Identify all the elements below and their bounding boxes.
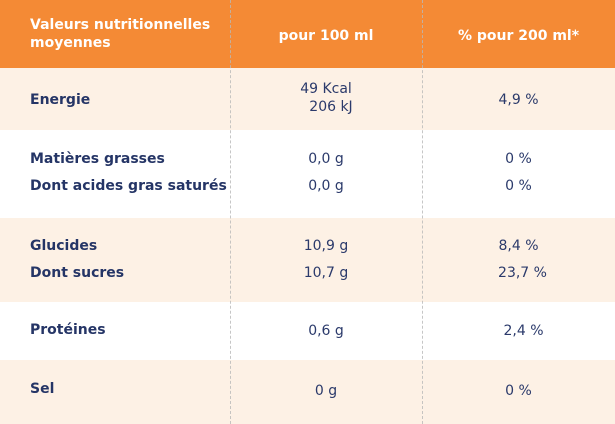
row-value: 10,7 g — [303, 265, 349, 281]
row-percent: 0 % — [505, 178, 532, 194]
energy-kcal: 49 Kcal — [300, 81, 352, 97]
row-value: 10,9 g — [303, 238, 349, 254]
column-divider — [422, 0, 423, 424]
row-label: Dont sucres — [30, 265, 125, 281]
row-percent: 0 % — [505, 151, 532, 167]
row-percent: 23,7 % — [498, 265, 547, 281]
table-row-sel: Sel 0 g 0 % — [0, 360, 615, 424]
row-label: Glucides — [30, 238, 98, 254]
row-label: Sel — [30, 381, 55, 397]
row-percent: 2,4 % — [503, 323, 544, 339]
header-nutrition-values: Valeurs nutritionnelles moyennes — [30, 17, 211, 51]
row-percent: 4,9 % — [498, 92, 539, 108]
table-row-energie: Energie 49 Kcal 206 kJ 4,9 % — [0, 68, 615, 130]
row-label: Dont acides gras saturés — [30, 178, 227, 194]
table-row-proteines: Protéines 0,6 g 2,4 % — [0, 302, 615, 360]
column-divider — [230, 0, 231, 424]
table-header: Valeurs nutritionnelles moyennes pour 10… — [0, 0, 615, 68]
row-label: Energie — [30, 92, 91, 108]
row-label: Matières grasses — [30, 151, 165, 167]
energy-kj: 206 kJ — [309, 99, 353, 115]
row-value: 0,6 g — [308, 323, 344, 339]
row-percent: 8,4 % — [498, 238, 539, 254]
header-per-200ml-percent: % pour 200 ml* — [457, 28, 580, 44]
row-label: Protéines — [30, 322, 106, 338]
row-value: 0,0 g — [308, 151, 344, 167]
table-row-fats: Matières grasses 0,0 g 0 % Dont acides g… — [0, 130, 615, 218]
row-percent: 0 % — [505, 383, 532, 399]
row-value: 0,0 g — [308, 178, 344, 194]
table-row-carbs: Glucides 10,9 g 8,4 % Dont sucres 10,7 g… — [0, 218, 615, 302]
row-value: 0 g — [314, 383, 338, 399]
row-value: 49 Kcal 206 kJ — [230, 80, 422, 116]
header-per-100ml: pour 100 ml — [278, 28, 374, 44]
